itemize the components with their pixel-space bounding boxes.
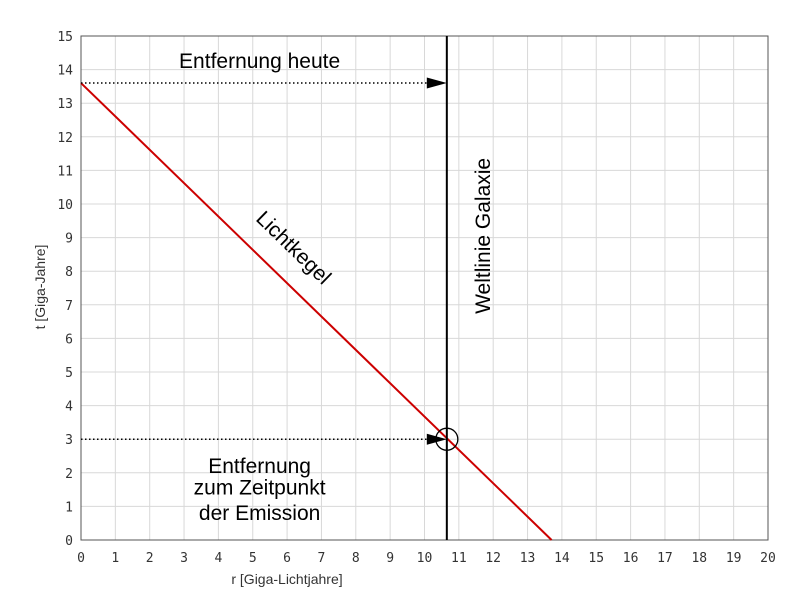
y-tick-label: 6 bbox=[65, 332, 73, 347]
x-tick-label: 10 bbox=[417, 551, 433, 566]
lichtkegel-line bbox=[80, 82, 553, 541]
y-tick-label: 5 bbox=[65, 366, 73, 381]
y-tick-label: 7 bbox=[65, 299, 73, 314]
arrow-head bbox=[426, 77, 447, 89]
x-tick-label: 5 bbox=[249, 551, 257, 566]
x-tick-label: 0 bbox=[77, 551, 85, 566]
y-tick-label: 14 bbox=[57, 64, 73, 79]
x-tick-label: 16 bbox=[623, 551, 639, 566]
x-tick-label: 7 bbox=[318, 551, 326, 566]
x-tick-label: 2 bbox=[146, 551, 154, 566]
x-tick-label: 20 bbox=[760, 551, 776, 566]
y-tick-label: 13 bbox=[57, 97, 73, 112]
x-axis-label: r [Giga-Lichtjahre] bbox=[231, 571, 342, 587]
annotation-text: zum Zeitpunkt bbox=[194, 477, 326, 500]
y-tick-label: 9 bbox=[65, 232, 73, 247]
x-tick-label: 11 bbox=[451, 551, 467, 566]
annotation-text: Entfernung bbox=[208, 455, 311, 478]
y-tick-label: 4 bbox=[65, 400, 73, 415]
y-tick-label: 3 bbox=[65, 433, 73, 448]
x-tick-label: 6 bbox=[283, 551, 291, 566]
x-tick-label: 13 bbox=[520, 551, 536, 566]
y-tick-label: 0 bbox=[65, 534, 73, 549]
y-tick-label: 12 bbox=[57, 131, 73, 146]
annotation-text: Entfernung heute bbox=[179, 50, 340, 73]
x-tick-label: 3 bbox=[180, 551, 188, 566]
x-tick-labels: 0 1 2 3 4 5 6 7 8 9 10 11 12 13 14 15 16 17 18 19 20 bbox=[77, 551, 776, 566]
y-tick-label: 1 bbox=[65, 500, 73, 515]
arrow-head bbox=[426, 433, 447, 445]
x-tick-label: 14 bbox=[554, 551, 570, 566]
x-tick-label: 18 bbox=[691, 551, 707, 566]
y-tick-label: 11 bbox=[57, 164, 73, 179]
y-tick-label: 2 bbox=[65, 467, 73, 482]
series-lines bbox=[80, 36, 553, 541]
y-axis-label: t [Giga-Jahre] bbox=[32, 245, 48, 330]
x-tick-label: 15 bbox=[588, 551, 604, 566]
x-tick-label: 8 bbox=[352, 551, 360, 566]
x-tick-label: 4 bbox=[214, 551, 222, 566]
y-tick-label: 15 bbox=[57, 30, 73, 45]
plot-frame bbox=[80, 35, 769, 541]
x-tick-label: 12 bbox=[485, 551, 501, 566]
series-label-weltlinie: Weltlinie Galaxie bbox=[472, 158, 495, 314]
x-tick-label: 1 bbox=[111, 551, 119, 566]
annotation-text: der Emission bbox=[199, 502, 320, 525]
emission-marker bbox=[435, 427, 459, 451]
x-tick-label: 9 bbox=[386, 551, 394, 566]
x-tick-label: 19 bbox=[726, 551, 742, 566]
y-tick-label: 10 bbox=[57, 198, 73, 213]
x-tick-label: 17 bbox=[657, 551, 673, 566]
grid-lines bbox=[80, 35, 769, 541]
y-tick-label: 8 bbox=[65, 265, 73, 280]
dotted-arrows bbox=[81, 77, 447, 445]
